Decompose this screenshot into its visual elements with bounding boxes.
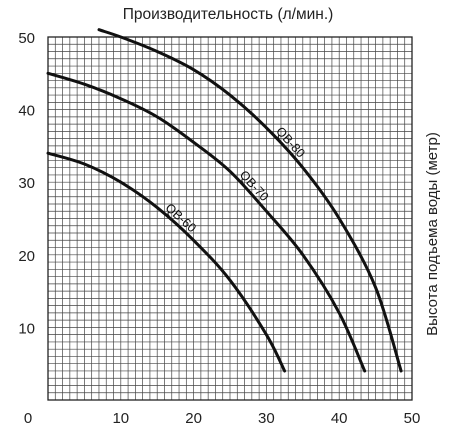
series-line-qb-70 <box>46 71 367 373</box>
x-tick-label: 30 <box>258 410 275 427</box>
x-axis-ticks: 10 20 30 40 50 <box>112 410 420 427</box>
series-line-qb-60 <box>46 151 287 373</box>
y-tick-label: 10 <box>18 320 35 337</box>
x-tick-label: 40 <box>331 410 348 427</box>
series-line-qb-80 <box>97 28 403 373</box>
y-axis-label: Высота подъема воды (метр) <box>424 132 441 336</box>
chart-grid <box>48 37 412 400</box>
y-axis-ticks: 10 20 30 40 50 <box>18 30 35 337</box>
x-tick-label: 50 <box>404 410 421 427</box>
y-tick-label: 20 <box>18 248 35 265</box>
plot-frame <box>47 36 413 401</box>
chart-title: Производительность (л/мин.) <box>123 6 334 23</box>
y-tick-label: 30 <box>18 175 35 192</box>
x-tick-label: 10 <box>112 410 129 427</box>
series-curves <box>46 28 403 373</box>
y-tick-label: 40 <box>18 103 35 120</box>
y-tick-label: 50 <box>18 30 35 47</box>
origin-label: 0 <box>24 410 32 427</box>
x-tick-label: 20 <box>185 410 202 427</box>
